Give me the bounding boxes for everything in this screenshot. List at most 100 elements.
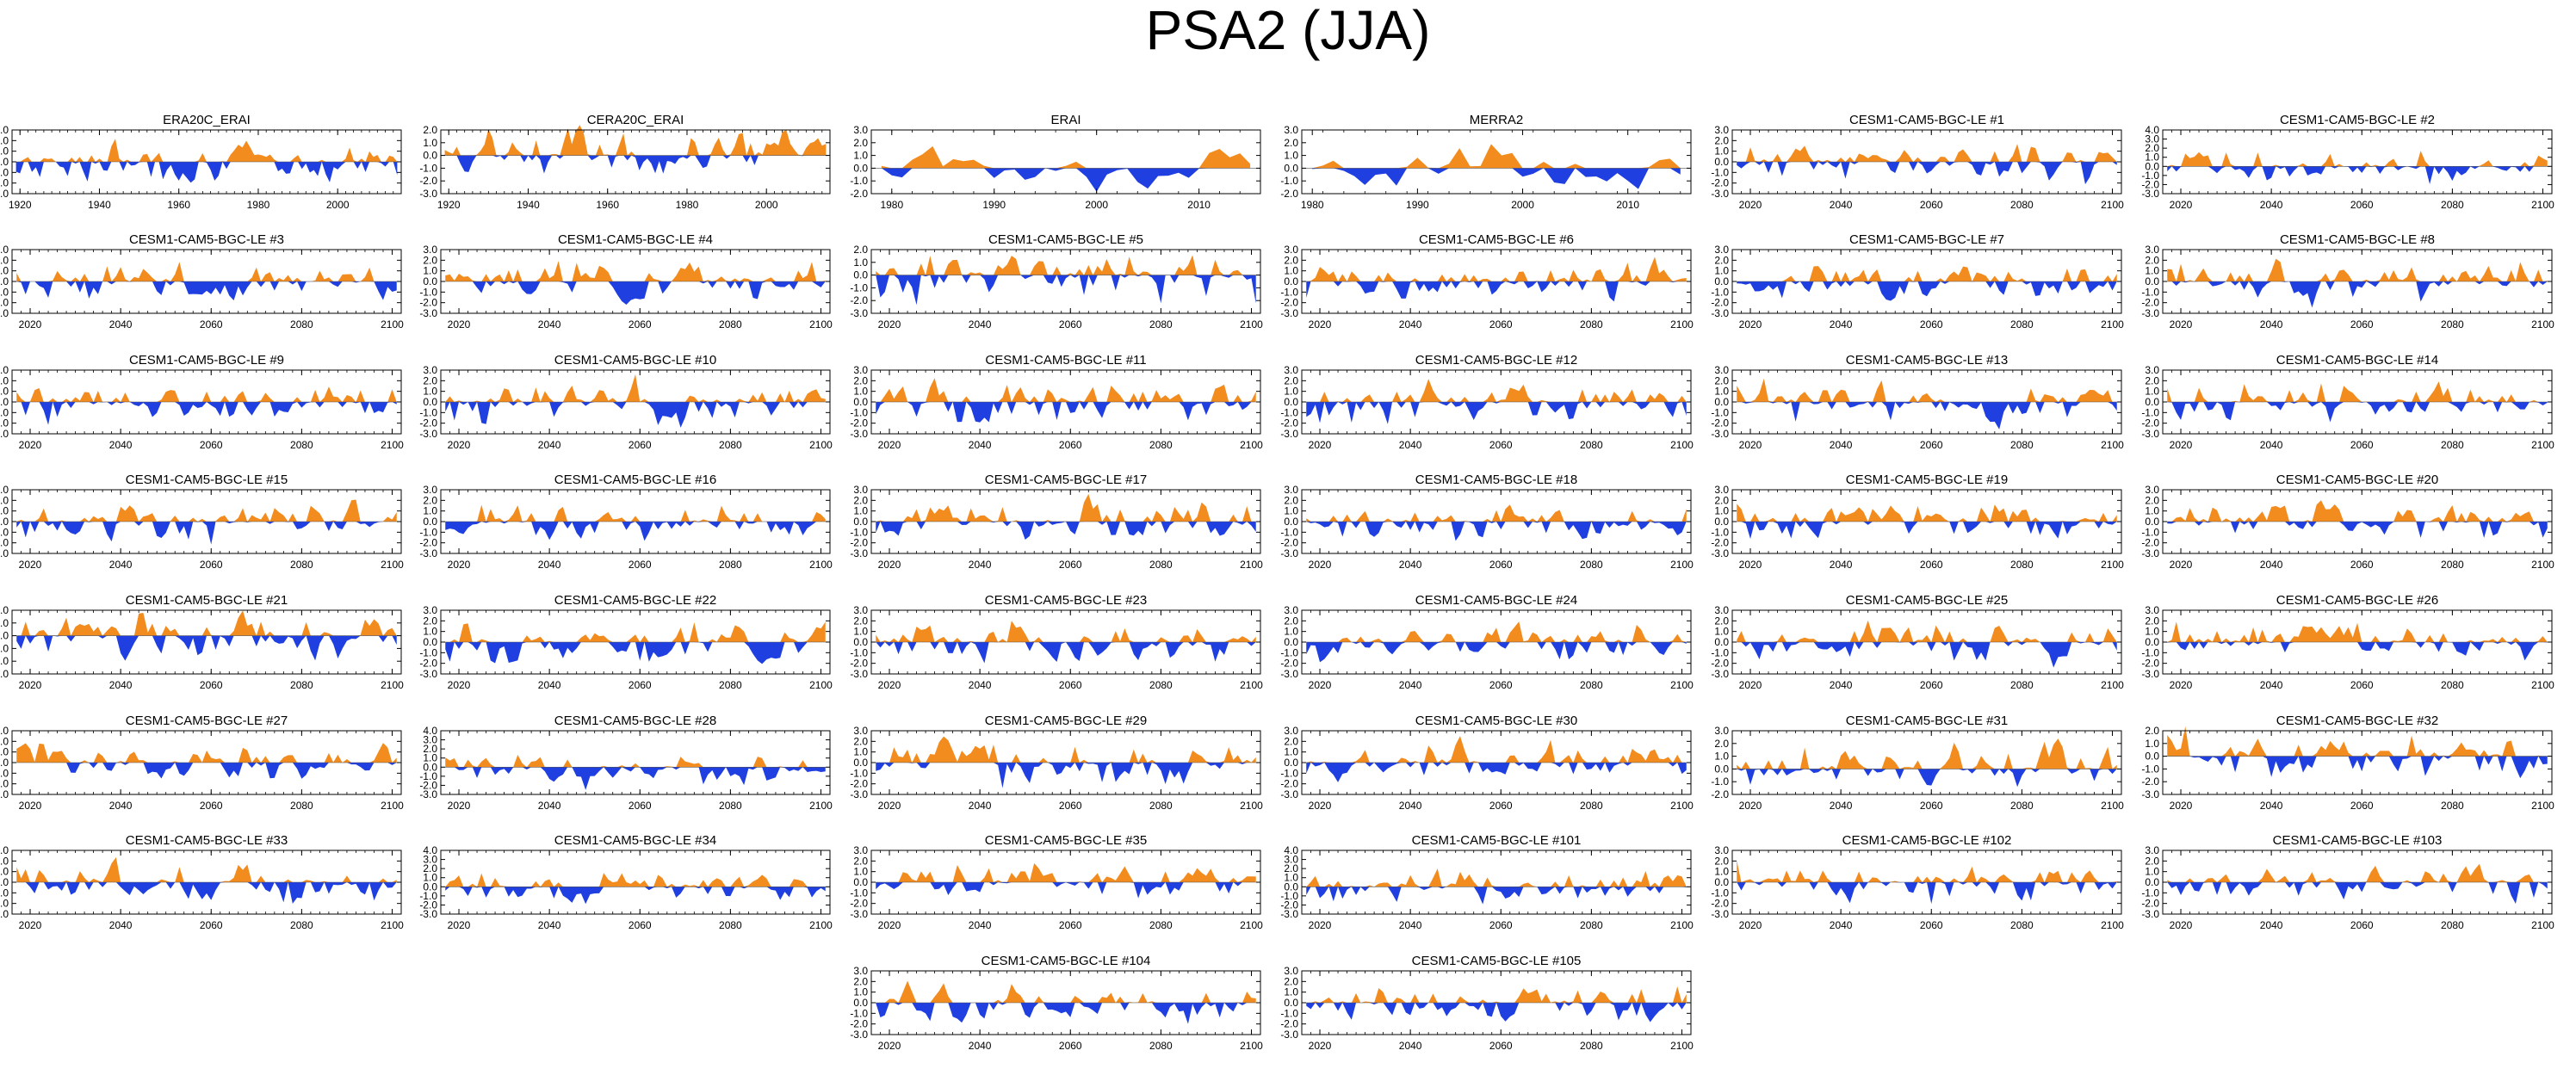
panel-27: CESM1-CAM5-BGC-LE #23 3.02.01.00.0-1.0-2.… bbox=[850, 593, 1263, 691]
y-tick-label: -2.0 bbox=[419, 658, 437, 670]
y-tick-label: 1.0 bbox=[853, 505, 868, 517]
x-tick-label: 2060 bbox=[1489, 559, 1513, 571]
positive-anomaly-area bbox=[1306, 986, 1687, 1003]
y-tick-label: -3.0 bbox=[2141, 788, 2159, 800]
positive-anomaly-area bbox=[444, 125, 827, 156]
y-tick-label: -3.0 bbox=[1280, 788, 1298, 800]
y-tick-label: -1.0 bbox=[1280, 890, 1298, 902]
y-tick-label: 2.0 bbox=[853, 855, 868, 867]
x-tick-label: 2020 bbox=[2170, 318, 2193, 331]
x-tick-label: 2080 bbox=[719, 800, 742, 812]
panel-title: CESM1-CAM5-BGC-LE #105 bbox=[1412, 954, 1582, 968]
x-tick-label: 2060 bbox=[1489, 679, 1513, 691]
panel-9: CESM1-CAM5-BGC-LE #5 2.01.00.0-1.0-2.0-3.… bbox=[850, 232, 1263, 331]
y-tick-label: 0.0 bbox=[1284, 516, 1298, 528]
y-tick-label: 2.0 bbox=[0, 494, 9, 506]
x-tick-label: 2020 bbox=[19, 919, 42, 931]
y-tick-label: 2.0 bbox=[423, 124, 437, 136]
y-tick-label: -2.0 bbox=[419, 417, 437, 429]
y-tick-label: 1.0 bbox=[423, 137, 437, 149]
x-tick-label: 2080 bbox=[2441, 559, 2464, 571]
y-tick-label: 2.0 bbox=[0, 134, 9, 146]
x-tick-label: 2060 bbox=[1059, 559, 1082, 571]
x-tick-label: 2060 bbox=[200, 559, 223, 571]
y-tick-label: -2.0 bbox=[1711, 417, 1729, 429]
y-tick-label: 1.0 bbox=[2145, 866, 2159, 878]
x-tick-label: 2040 bbox=[2260, 318, 2283, 331]
x-tick-label: 2080 bbox=[1580, 559, 1603, 571]
y-tick-label: 3.0 bbox=[0, 725, 9, 737]
panel-title: CESM1-CAM5-BGC-LE #27 bbox=[126, 714, 288, 728]
negative-anomaly-area bbox=[16, 281, 397, 300]
y-tick-label: -1.0 bbox=[850, 406, 868, 418]
y-tick-label: -3.0 bbox=[0, 908, 9, 920]
panel-18: CESM1-CAM5-BGC-LE #14 3.02.01.00.0-1.0-2.… bbox=[2141, 353, 2554, 451]
y-tick-label: 0.0 bbox=[2145, 516, 2159, 528]
y-tick-label: 3.0 bbox=[2145, 484, 2159, 496]
y-tick-label: -1.0 bbox=[1711, 646, 1729, 658]
panel-title: CESM1-CAM5-BGC-LE #29 bbox=[985, 714, 1147, 728]
y-tick-label: -1.0 bbox=[1711, 526, 1729, 538]
panel-37: CESM1-CAM5-BGC-LE #33 3.02.01.00.0-1.0-2.… bbox=[0, 833, 404, 931]
y-tick-label: 0.0 bbox=[853, 876, 868, 888]
y-tick-label: -1.0 bbox=[2141, 646, 2159, 658]
y-tick-label: 3.0 bbox=[1714, 244, 1729, 256]
y-tick-label: 1.0 bbox=[0, 746, 9, 758]
y-tick-label: -1.0 bbox=[419, 286, 437, 298]
y-tick-label: -1.0 bbox=[850, 767, 868, 779]
y-tick-label: -3.0 bbox=[850, 547, 868, 559]
x-tick-label: 1920 bbox=[437, 199, 461, 211]
y-tick-label: 3.0 bbox=[1284, 364, 1298, 376]
y-tick-label: -2.0 bbox=[419, 537, 437, 549]
y-tick-label: -1.0 bbox=[850, 887, 868, 899]
y-tick-label: 1.0 bbox=[423, 752, 437, 764]
panel-43: CESM1-CAM5-BGC-LE #104 3.02.01.00.0-1.0-2… bbox=[850, 954, 1263, 1052]
x-tick-label: 2060 bbox=[1489, 318, 1513, 331]
panel-32: CESM1-CAM5-BGC-LE #28 4.03.02.01.00.0-1.0… bbox=[419, 714, 833, 812]
y-tick-label: -1.0 bbox=[419, 770, 437, 782]
negative-anomaly-area bbox=[1312, 168, 1681, 189]
y-tick-label: 1.0 bbox=[1714, 626, 1729, 638]
panel-title: CESM1-CAM5-BGC-LE #26 bbox=[2276, 593, 2438, 608]
positive-anomaly-area bbox=[2167, 500, 2548, 522]
x-tick-label: 2000 bbox=[326, 199, 350, 211]
panel-title: CESM1-CAM5-BGC-LE #32 bbox=[2276, 714, 2438, 728]
x-tick-label: 2060 bbox=[629, 559, 652, 571]
y-tick-label: -3.0 bbox=[2141, 428, 2159, 440]
panel-7: CESM1-CAM5-BGC-LE #3 3.02.01.00.0-1.0-2.0… bbox=[0, 232, 404, 331]
y-tick-label: 2.0 bbox=[1714, 374, 1729, 386]
x-tick-label: 2060 bbox=[1920, 559, 1943, 571]
y-tick-label: 1.0 bbox=[2145, 386, 2159, 398]
panel-title: CESM1-CAM5-BGC-LE #13 bbox=[1846, 353, 2008, 368]
y-tick-label: 0.0 bbox=[2145, 275, 2159, 287]
y-tick-label: 0.0 bbox=[423, 150, 437, 162]
x-tick-label: 2080 bbox=[1149, 318, 1173, 331]
y-tick-label: 1.0 bbox=[0, 505, 9, 517]
y-tick-label: 0.0 bbox=[0, 757, 9, 769]
y-tick-label: 3.0 bbox=[423, 604, 437, 616]
y-tick-label: -3.0 bbox=[419, 188, 437, 200]
y-tick-label: 0.0 bbox=[1284, 997, 1298, 1009]
y-tick-label: -1.0 bbox=[419, 162, 437, 174]
x-tick-label: 2040 bbox=[2260, 679, 2283, 691]
x-tick-label: 2100 bbox=[809, 318, 833, 331]
x-tick-label: 2080 bbox=[2441, 919, 2464, 931]
y-tick-label: 3.0 bbox=[0, 844, 9, 856]
positive-anomaly-area bbox=[445, 755, 826, 768]
y-tick-label: -3.0 bbox=[1280, 668, 1298, 680]
y-tick-label: -2.0 bbox=[1280, 417, 1298, 429]
y-tick-label: -1.0 bbox=[1280, 286, 1298, 298]
y-tick-label: 2.0 bbox=[2145, 855, 2159, 867]
y-tick-label: 2.0 bbox=[853, 137, 868, 149]
y-tick-label: 2.0 bbox=[0, 604, 9, 616]
x-tick-label: 2080 bbox=[2441, 439, 2464, 451]
y-tick-label: -3.0 bbox=[0, 428, 9, 440]
y-tick-label: 0.0 bbox=[853, 757, 868, 769]
x-tick-label: 2100 bbox=[2531, 919, 2554, 931]
y-tick-label: 2.0 bbox=[2145, 494, 2159, 506]
x-tick-label: 2080 bbox=[290, 919, 313, 931]
y-tick-label: 1.0 bbox=[1714, 386, 1729, 398]
y-tick-label: -1.0 bbox=[419, 890, 437, 902]
panel-title: CESM1-CAM5-BGC-LE #11 bbox=[985, 353, 1146, 368]
